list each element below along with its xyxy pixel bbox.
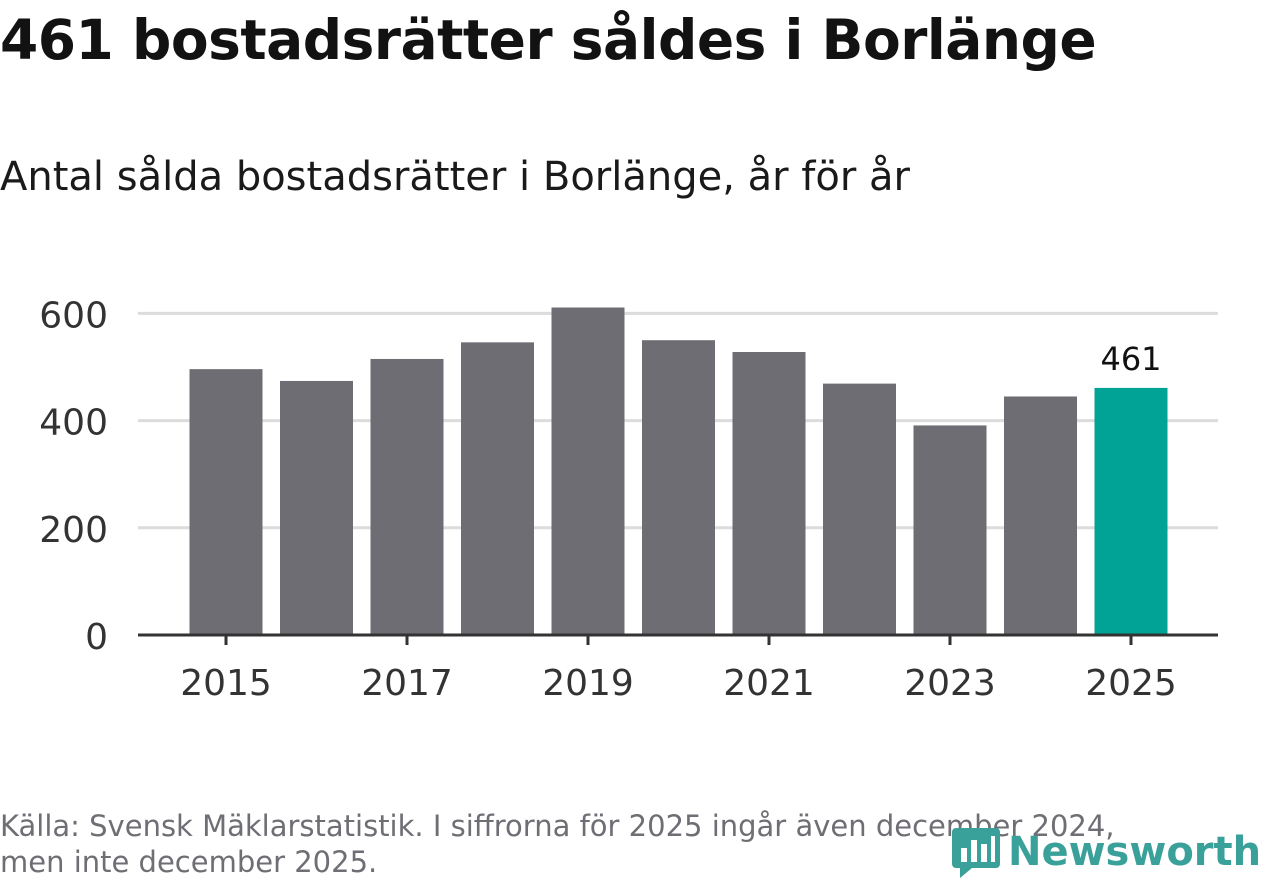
bar-2023: [913, 425, 987, 635]
y-tick-label: 400: [39, 403, 108, 444]
bar-2022: [823, 383, 896, 635]
bar-2015: [189, 369, 263, 635]
source-line-1: Källa: Svensk Mäklarstatistik. I siffror…: [0, 809, 1115, 843]
newsworthy-chart-icon: [952, 828, 1000, 878]
bar-2019: [551, 307, 625, 635]
bar-2024: [1004, 396, 1077, 635]
bar-2021: [732, 351, 806, 635]
logo-text: Newsworthy: [1008, 829, 1262, 875]
x-tick-label: 2019: [542, 663, 634, 704]
bar-2020: [642, 340, 715, 635]
source-line-2: men inte december 2025.: [0, 845, 378, 879]
source-note: Källa: Svensk Mäklarstatistik. I siffror…: [0, 808, 1200, 880]
data-label: 461: [1100, 340, 1161, 378]
bar-2025: [1094, 387, 1168, 635]
x-tick-label: 2021: [723, 663, 815, 704]
newsworthy-logo: Newsworthy: [950, 822, 1262, 882]
x-tick-label: 2017: [361, 663, 453, 704]
y-tick-label: 200: [39, 510, 108, 551]
bar-2018: [461, 342, 534, 635]
bar-2017: [370, 358, 444, 635]
chart-title: 461 bostadsrätter såldes i Borlänge: [0, 8, 1097, 72]
y-tick-label: 600: [39, 295, 108, 336]
chart-subtitle: Antal sålda bostadsrätter i Borlänge, år…: [0, 154, 910, 200]
bar-2016: [280, 380, 353, 635]
x-tick-label: 2015: [180, 663, 272, 704]
x-tick-label: 2023: [904, 663, 996, 704]
x-tick-label: 2025: [1085, 663, 1177, 704]
y-tick-label: 0: [85, 617, 108, 658]
